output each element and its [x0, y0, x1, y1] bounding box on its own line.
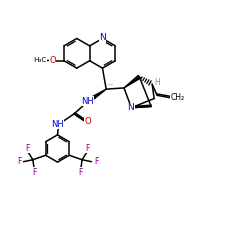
- Text: N: N: [128, 103, 134, 112]
- Text: O: O: [84, 117, 91, 126]
- Text: ···: ···: [108, 82, 114, 87]
- Text: F: F: [85, 144, 90, 153]
- Text: NH: NH: [81, 96, 94, 106]
- Text: N: N: [99, 33, 106, 42]
- Text: F: F: [25, 144, 29, 153]
- Text: F: F: [94, 157, 98, 166]
- Text: H₃C: H₃C: [33, 57, 47, 63]
- Text: CH₂: CH₂: [170, 93, 185, 102]
- Text: F: F: [17, 157, 21, 166]
- Polygon shape: [124, 76, 140, 88]
- Text: F: F: [32, 168, 37, 177]
- Text: F: F: [78, 168, 82, 177]
- Text: H: H: [155, 78, 160, 87]
- Polygon shape: [87, 89, 106, 103]
- Text: NH: NH: [51, 120, 64, 129]
- Text: O: O: [49, 56, 56, 65]
